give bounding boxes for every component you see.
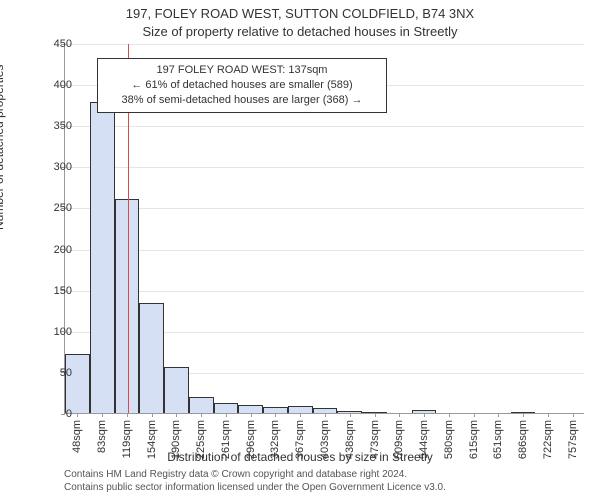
footer-attribution: Contains HM Land Registry data © Crown c… (64, 468, 446, 494)
x-axis-label: Distribution of detached houses by size … (0, 450, 600, 464)
y-tick-label: 200 (12, 244, 72, 256)
annotation-line3: 38% of semi-detached houses are larger (… (106, 93, 378, 108)
y-tick-label: 250 (12, 202, 72, 214)
histogram-bar (164, 367, 189, 413)
y-tick-label: 450 (12, 38, 72, 50)
y-tick-label: 400 (12, 79, 72, 91)
histogram-bar (238, 405, 263, 413)
annotation-line2: ← 61% of detached houses are smaller (58… (106, 78, 378, 93)
histogram-bar (115, 199, 140, 413)
y-axis-label: Number of detached properties (0, 65, 6, 230)
footer-line1: Contains HM Land Registry data © Crown c… (64, 468, 446, 481)
plot-area: 48sqm83sqm119sqm154sqm190sqm225sqm261sqm… (64, 44, 584, 414)
annotation-line1: 197 FOLEY ROAD WEST: 137sqm (106, 63, 378, 78)
histogram-bar (65, 354, 90, 413)
y-tick-label: 50 (12, 367, 72, 379)
x-tick-label: 48sqm (71, 420, 83, 453)
histogram-bar (90, 102, 115, 413)
x-tick-label: 83sqm (96, 420, 108, 453)
histogram-bar (189, 397, 214, 413)
footer-line2: Contains public sector information licen… (64, 481, 446, 494)
chart-title-line1: 197, FOLEY ROAD WEST, SUTTON COLDFIELD, … (0, 6, 600, 21)
y-tick-label: 300 (12, 161, 72, 173)
annotation-box: 197 FOLEY ROAD WEST: 137sqm ← 61% of det… (97, 58, 387, 113)
chart-title-line2: Size of property relative to detached ho… (0, 24, 600, 39)
y-tick-label: 100 (12, 326, 72, 338)
histogram-bar (139, 303, 164, 413)
histogram-bar (214, 403, 239, 413)
y-tick-label: 150 (12, 285, 72, 297)
histogram-bar (288, 406, 313, 413)
y-tick-label: 350 (12, 120, 72, 132)
y-tick-label: 0 (12, 408, 72, 420)
